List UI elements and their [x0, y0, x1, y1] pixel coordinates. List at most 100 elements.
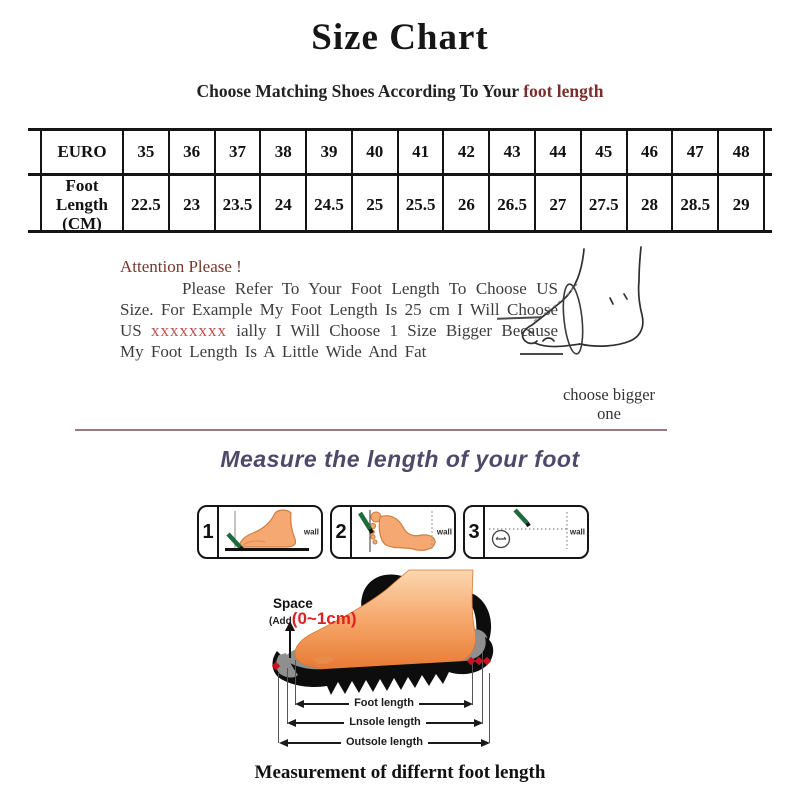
attention-text-end: ially I Will Choose 1 Size Bigger Becaus… — [120, 321, 559, 361]
euro-size-cell: 47 — [671, 128, 720, 176]
step-1-number: 1 — [199, 507, 219, 557]
subtitle-highlight: foot length — [523, 81, 604, 101]
wall-label-2: wall — [436, 527, 452, 537]
size-table: EURO 35 36 37 38 39 40 41 42 43 44 45 46 47 48 Foot L… — [28, 128, 772, 234]
attention-heading: Attention Please ! — [120, 257, 242, 276]
arrow-right-icon — [481, 739, 490, 747]
euro-size-cell: 48 — [717, 128, 765, 176]
insole-length-dimension: Lnsole length — [287, 716, 483, 729]
footprint-shape — [378, 515, 436, 551]
footlength-row: Foot Length (CM) 22.5 23 23.5 24 24.5 25 25.5 2… — [40, 176, 765, 234]
choose-bigger-note: choose bigger one — [562, 385, 656, 423]
foot-length-cell: 25 — [350, 176, 399, 234]
attention-block: Attention Please ! Please Refer To Your … — [120, 257, 558, 362]
measure-steps: 1 wall 2 — [197, 505, 589, 559]
outsole-shape — [272, 637, 494, 695]
euro-size-cell: 37 — [213, 128, 262, 176]
add-value: (0~1cm) — [291, 609, 357, 628]
footlength-header: Foot Length (CM) — [40, 176, 124, 234]
euro-size-cell: 39 — [305, 128, 353, 176]
annotation-line-toe — [520, 353, 563, 355]
measure-circle-icon — [491, 529, 511, 549]
euro-header: EURO — [40, 128, 124, 176]
section-divider — [75, 429, 667, 431]
euro-size-cell: 41 — [396, 128, 445, 176]
measure-guide-dashed — [533, 282, 579, 322]
guide-outsole-right — [489, 673, 490, 743]
guide-foot-left — [295, 660, 296, 705]
foot-length-cell: 28.5 — [671, 176, 720, 234]
guide-insole-right — [482, 652, 483, 724]
foot-length-cell: 23 — [167, 176, 216, 234]
guide-foot-right — [472, 662, 473, 705]
step3-illustration — [489, 508, 568, 549]
tape-loop-icon — [562, 283, 584, 355]
step1-illustration — [225, 509, 309, 552]
ankle-dimple-2 — [623, 293, 628, 300]
euro-size-cell: 44 — [534, 128, 582, 176]
foot-length-cell: 28 — [625, 176, 674, 234]
guide-insole-left — [287, 668, 288, 724]
foot-length-dimension: Foot length — [295, 697, 473, 710]
toe-cap-shape — [276, 653, 298, 678]
step-3-number: 3 — [465, 507, 485, 557]
space-add-label: (Add (0~1cm) — [269, 609, 357, 629]
marker-pen-icon — [358, 511, 372, 531]
euro-size-cell: 42 — [442, 128, 491, 176]
euro-size-cell: 40 — [350, 128, 399, 176]
step-1-panel: 1 wall — [197, 505, 323, 559]
space-label: Space — [273, 596, 313, 611]
ankle-dimple-1 — [609, 297, 614, 305]
arrow-right-icon — [464, 700, 473, 708]
big-toe-line — [521, 324, 538, 345]
step-2-panel: 2 wall — [330, 505, 456, 559]
subtitle-text: Choose Matching Shoes According To Your — [196, 81, 524, 101]
space-arrow-icon — [285, 621, 295, 631]
arrow-right-icon — [474, 719, 483, 727]
foot-length-cell: 25.5 — [396, 176, 445, 234]
foot-length-cell: 22.5 — [122, 176, 170, 234]
wall-label-1: wall — [303, 527, 319, 537]
guide-outsole-left — [278, 673, 279, 743]
step-3-panel: 3 wall — [463, 505, 589, 559]
subtitle: Choose Matching Shoes According To Your … — [0, 81, 800, 102]
euro-size-cell: 45 — [579, 128, 628, 176]
page-title: Size Chart — [311, 17, 489, 58]
euro-size-cell: 46 — [625, 128, 674, 176]
foot-tape-sketch — [521, 246, 644, 355]
attention-paragraph: Please Refer To Your Foot Length To Choo… — [120, 278, 558, 362]
arrow-left-icon — [279, 739, 288, 747]
foot-length-label: Foot length — [354, 697, 414, 709]
marker-pen-icon — [513, 508, 529, 525]
toe-shade — [313, 656, 335, 664]
toe-line-2 — [542, 337, 555, 342]
step-2-number: 2 — [332, 507, 352, 557]
foot-length-cell: 23.5 — [213, 176, 262, 234]
crossed-out-text: xxxxxxxx — [151, 321, 228, 340]
step2-illustration — [358, 510, 436, 552]
space-arrow-shaft — [289, 631, 291, 658]
outsole-length-label: Outsole length — [346, 736, 423, 748]
euro-size-cell: 35 — [122, 128, 170, 176]
euro-size-cell: 36 — [167, 128, 216, 176]
foot-in-shoe-diagram — [272, 569, 494, 695]
arrow-left-icon — [287, 719, 296, 727]
foot-length-cell: 24 — [259, 176, 308, 234]
foot-leg-shape — [294, 569, 477, 670]
foot-length-cell: 27 — [534, 176, 582, 234]
wall-label-3: wall — [569, 527, 585, 537]
euro-size-cell: 38 — [259, 128, 308, 176]
side-foot-shape — [238, 509, 297, 548]
heel-leg-line — [629, 246, 644, 342]
sole-line — [534, 340, 631, 348]
measure-heading: Measure the length of your foot — [220, 446, 580, 472]
bottom-caption: Measurement of differnt foot length — [254, 762, 546, 783]
foot-length-cell: 27.5 — [579, 176, 628, 234]
marker-pen-icon — [226, 532, 242, 549]
insole-length-label: Lnsole length — [349, 716, 421, 728]
arrow-left-icon — [295, 700, 304, 708]
foot-length-cell: 24.5 — [305, 176, 353, 234]
attention-text-start: Please Refer To Your Foot Length To Choo… — [120, 279, 558, 340]
foot-length-cell: 29 — [717, 176, 765, 234]
